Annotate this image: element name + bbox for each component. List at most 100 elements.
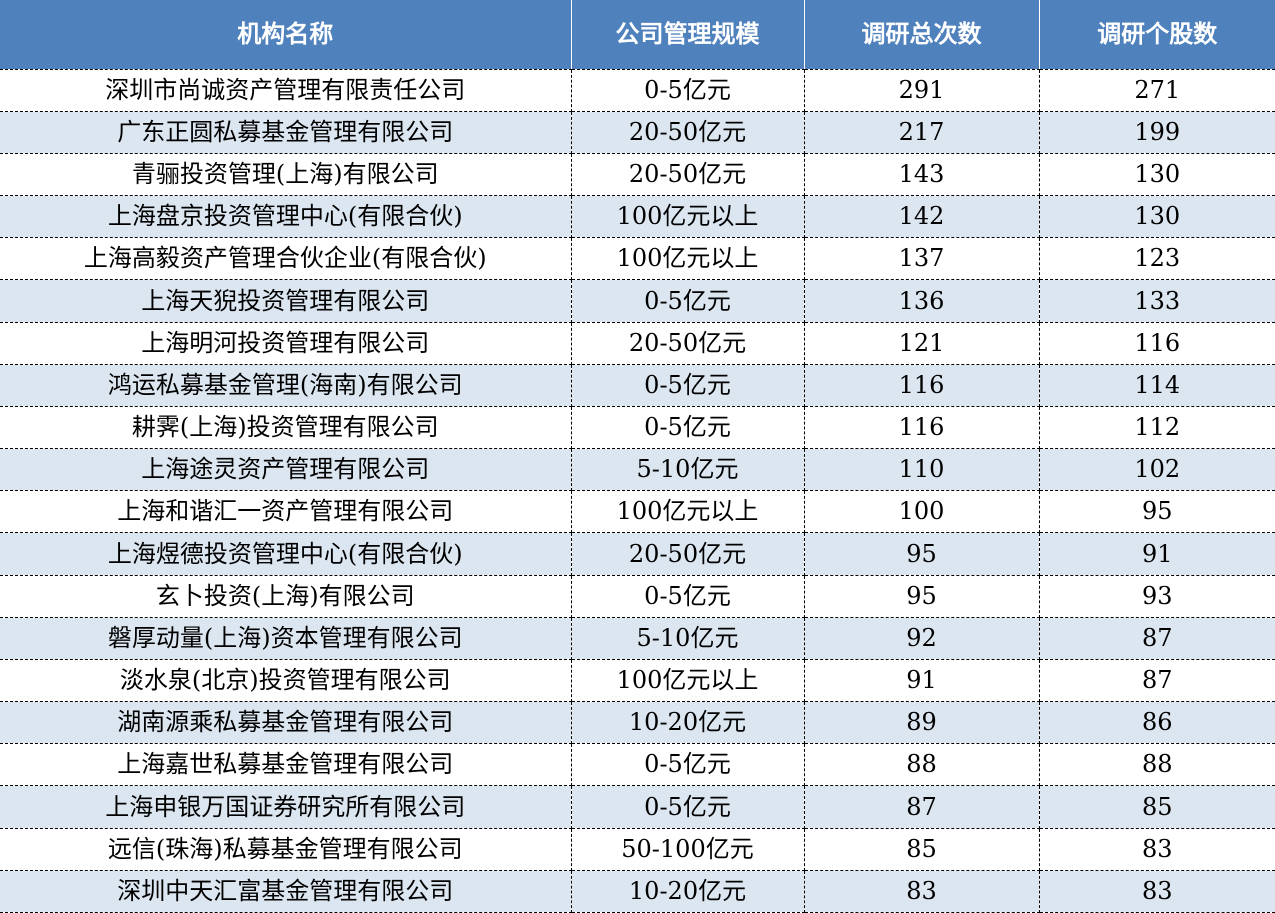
stocks-surveyed-cell: 116	[1039, 322, 1275, 365]
table-row: 上海煜德投资管理中心(有限合伙) 20-50亿元 95 91	[0, 532, 1275, 576]
management-scale-cell: 5-10亿元	[571, 448, 805, 492]
management-scale-cell: 5-10亿元	[571, 617, 805, 660]
header-row: 机构名称 公司管理规模 调研总次数 调研个股数	[0, 0, 1275, 70]
total-surveys-cell: 91	[804, 659, 1040, 703]
management-scale-cell: 0-5亿元	[571, 69, 805, 112]
total-surveys-cell: 100	[804, 490, 1040, 534]
management-scale-cell: 20-50亿元	[571, 322, 805, 365]
table-row: 上海天猊投资管理有限公司 0-5亿元 136 133	[0, 279, 1275, 323]
management-scale-cell: 20-50亿元	[571, 532, 805, 576]
institution-name-cell: 上海高毅资产管理合伙企业(有限合伙)	[0, 237, 572, 281]
stocks-surveyed-cell: 114	[1039, 364, 1275, 407]
stocks-surveyed-cell: 87	[1039, 659, 1275, 703]
table-row: 上海高毅资产管理合伙企业(有限合伙) 100亿元以上 137 123	[0, 237, 1275, 281]
institution-name-cell: 湖南源乘私募基金管理有限公司	[0, 701, 572, 745]
table-row: 深圳中天汇富基金管理有限公司 10-20亿元 83 83	[0, 870, 1275, 913]
institution-name-cell: 青骊投资管理(上海)有限公司	[0, 153, 572, 197]
column-header-total-surveys: 调研总次数	[804, 0, 1040, 70]
total-surveys-cell: 83	[804, 870, 1040, 913]
institution-name-cell: 磐厚动量(上海)资本管理有限公司	[0, 617, 572, 660]
table-row: 上海途灵资产管理有限公司 5-10亿元 110 102	[0, 448, 1275, 492]
column-header-management-scale: 公司管理规模	[571, 0, 805, 70]
table-row: 深圳市尚诚资产管理有限责任公司 0-5亿元 291 271	[0, 69, 1275, 112]
stocks-surveyed-cell: 112	[1039, 406, 1275, 450]
total-surveys-cell: 87	[804, 785, 1040, 829]
total-surveys-cell: 121	[804, 322, 1040, 365]
total-surveys-cell: 217	[804, 111, 1040, 154]
stocks-surveyed-cell: 123	[1039, 237, 1275, 281]
table-header: 机构名称 公司管理规模 调研总次数 调研个股数	[0, 0, 1275, 70]
stocks-surveyed-cell: 199	[1039, 111, 1275, 154]
total-surveys-cell: 85	[804, 828, 1040, 871]
stocks-surveyed-cell: 85	[1039, 785, 1275, 829]
management-scale-cell: 0-5亿元	[571, 575, 805, 618]
management-scale-cell: 100亿元以上	[571, 195, 805, 239]
institution-name-cell: 广东正圆私募基金管理有限公司	[0, 111, 572, 154]
management-scale-cell: 100亿元以上	[571, 237, 805, 281]
table-row: 玄卜投资(上海)有限公司 0-5亿元 95 93	[0, 575, 1275, 618]
institution-name-cell: 玄卜投资(上海)有限公司	[0, 575, 572, 618]
institution-name-cell: 上海明河投资管理有限公司	[0, 322, 572, 365]
column-header-stocks-surveyed: 调研个股数	[1039, 0, 1275, 70]
management-scale-cell: 20-50亿元	[571, 111, 805, 154]
table-row: 磐厚动量(上海)资本管理有限公司 5-10亿元 92 87	[0, 617, 1275, 660]
table-row: 上海嘉世私募基金管理有限公司 0-5亿元 88 88	[0, 743, 1275, 787]
table-row: 青骊投资管理(上海)有限公司 20-50亿元 143 130	[0, 153, 1275, 197]
institution-name-cell: 深圳中天汇富基金管理有限公司	[0, 870, 572, 913]
management-scale-cell: 0-5亿元	[571, 364, 805, 407]
management-scale-cell: 0-5亿元	[571, 785, 805, 829]
total-surveys-cell: 291	[804, 69, 1040, 112]
table-row: 上海盘京投资管理中心(有限合伙) 100亿元以上 142 130	[0, 195, 1275, 239]
total-surveys-cell: 110	[804, 448, 1040, 492]
total-surveys-cell: 136	[804, 279, 1040, 323]
table-row: 上海和谐汇一资产管理有限公司 100亿元以上 100 95	[0, 490, 1275, 534]
management-scale-cell: 0-5亿元	[571, 743, 805, 787]
management-scale-cell: 100亿元以上	[571, 490, 805, 534]
institution-name-cell: 上海申银万国证券研究所有限公司	[0, 785, 572, 829]
stocks-surveyed-cell: 271	[1039, 69, 1275, 112]
institution-name-cell: 淡水泉(北京)投资管理有限公司	[0, 659, 572, 703]
stocks-surveyed-cell: 91	[1039, 532, 1275, 576]
management-scale-cell: 10-20亿元	[571, 701, 805, 745]
institution-name-cell: 鸿运私募基金管理(海南)有限公司	[0, 364, 572, 407]
total-surveys-cell: 116	[804, 364, 1040, 407]
institution-name-cell: 深圳市尚诚资产管理有限责任公司	[0, 69, 572, 112]
institution-name-cell: 上海和谐汇一资产管理有限公司	[0, 490, 572, 534]
table-row: 淡水泉(北京)投资管理有限公司 100亿元以上 91 87	[0, 659, 1275, 703]
table-row: 鸿运私募基金管理(海南)有限公司 0-5亿元 116 114	[0, 364, 1275, 407]
management-scale-cell: 0-5亿元	[571, 279, 805, 323]
stocks-surveyed-cell: 88	[1039, 743, 1275, 787]
institution-name-cell: 耕霁(上海)投资管理有限公司	[0, 406, 572, 450]
institution-name-cell: 上海煜德投资管理中心(有限合伙)	[0, 532, 572, 576]
stocks-surveyed-cell: 95	[1039, 490, 1275, 534]
institution-name-cell: 上海嘉世私募基金管理有限公司	[0, 743, 572, 787]
stocks-surveyed-cell: 83	[1039, 828, 1275, 871]
stocks-surveyed-cell: 83	[1039, 870, 1275, 913]
total-surveys-cell: 137	[804, 237, 1040, 281]
total-surveys-cell: 116	[804, 406, 1040, 450]
total-surveys-cell: 142	[804, 195, 1040, 239]
stocks-surveyed-cell: 87	[1039, 617, 1275, 660]
table-body: 深圳市尚诚资产管理有限责任公司 0-5亿元 291 271 广东正圆私募基金管理有限公司…	[0, 69, 1275, 913]
table-row: 远信(珠海)私募基金管理有限公司 50-100亿元 85 83	[0, 828, 1275, 871]
institution-name-cell: 上海天猊投资管理有限公司	[0, 279, 572, 323]
total-surveys-cell: 95	[804, 575, 1040, 618]
stocks-surveyed-cell: 130	[1039, 153, 1275, 197]
management-scale-cell: 50-100亿元	[571, 828, 805, 871]
column-header-institution-name: 机构名称	[0, 0, 572, 70]
management-scale-cell: 0-5亿元	[571, 406, 805, 450]
total-surveys-cell: 92	[804, 617, 1040, 660]
management-scale-cell: 100亿元以上	[571, 659, 805, 703]
total-surveys-cell: 88	[804, 743, 1040, 787]
institution-name-cell: 远信(珠海)私募基金管理有限公司	[0, 828, 572, 871]
stocks-surveyed-cell: 130	[1039, 195, 1275, 239]
stocks-surveyed-cell: 86	[1039, 701, 1275, 745]
stocks-surveyed-cell: 133	[1039, 279, 1275, 323]
stocks-surveyed-cell: 102	[1039, 448, 1275, 492]
table-row: 湖南源乘私募基金管理有限公司 10-20亿元 89 86	[0, 701, 1275, 745]
table-row: 上海明河投资管理有限公司 20-50亿元 121 116	[0, 322, 1275, 365]
stocks-surveyed-cell: 93	[1039, 575, 1275, 618]
institution-name-cell: 上海途灵资产管理有限公司	[0, 448, 572, 492]
management-scale-cell: 20-50亿元	[571, 153, 805, 197]
